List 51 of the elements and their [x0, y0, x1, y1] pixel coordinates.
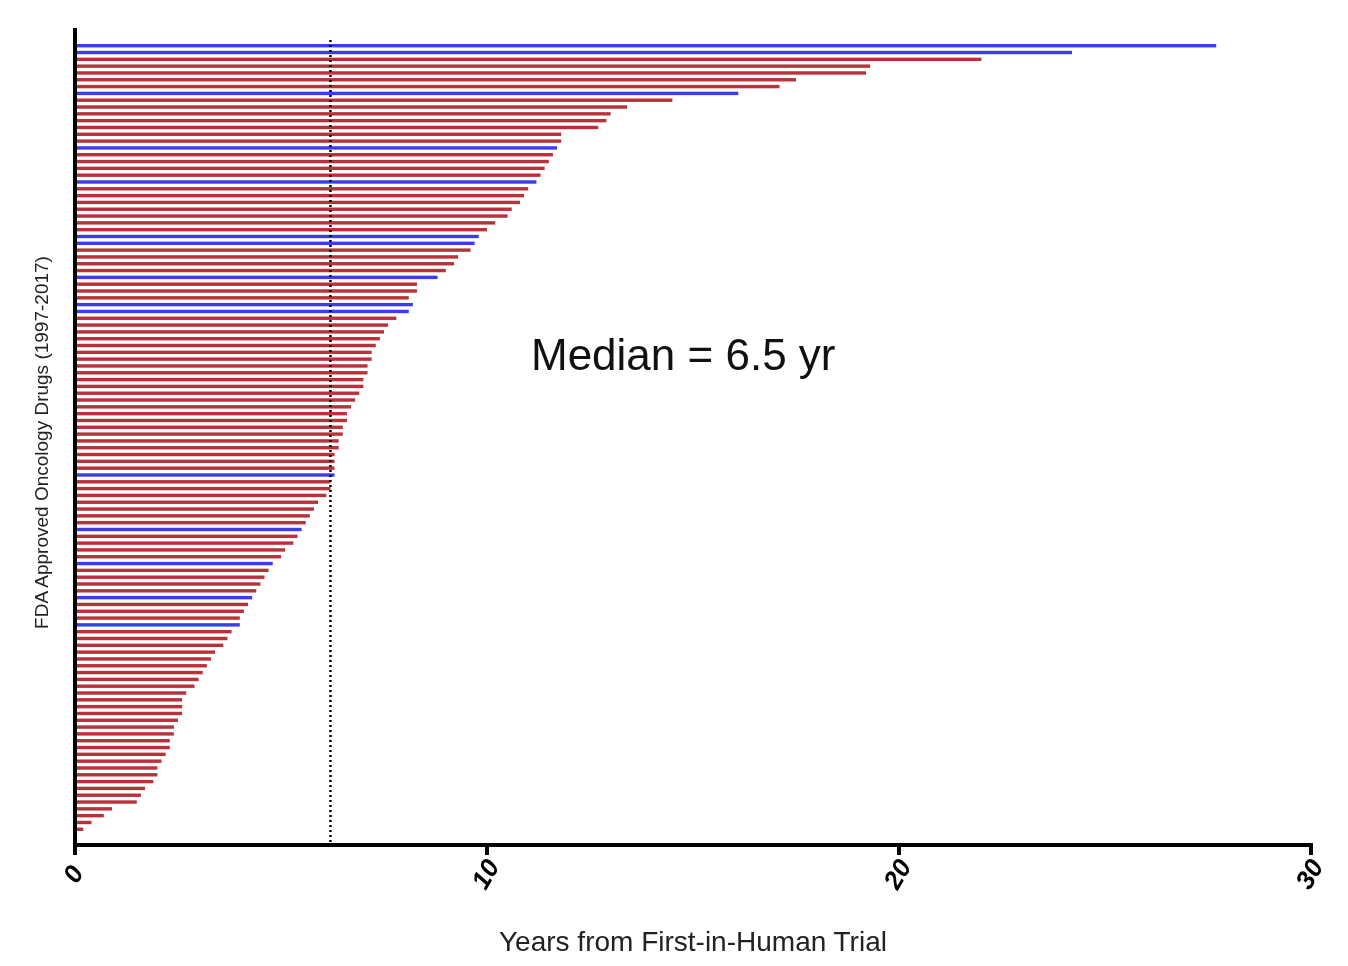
bar [75, 289, 417, 293]
bar [75, 405, 352, 409]
bar [75, 589, 257, 593]
bar [75, 398, 356, 402]
bar [75, 657, 211, 661]
bar [75, 112, 611, 116]
x-axis-title: Years from First-in-Human Trial [499, 926, 887, 957]
bar [75, 146, 558, 150]
bar [75, 221, 496, 225]
bar [75, 514, 310, 518]
bar [75, 330, 384, 334]
bar [75, 575, 265, 579]
bar [75, 282, 417, 286]
x-tick-label: 20 [876, 853, 918, 895]
bar [75, 541, 294, 545]
bar [75, 725, 174, 729]
bar [75, 691, 187, 695]
bar [75, 650, 216, 654]
x-tick-label: 10 [464, 853, 506, 894]
bar [75, 616, 240, 620]
bar [75, 698, 183, 702]
bar [75, 766, 158, 770]
bar [75, 507, 314, 511]
bar [75, 248, 471, 252]
annotation: Median = 6.5 yr [531, 330, 836, 379]
bar [75, 64, 871, 68]
y-axis-title: FDA Approved Oncology Drugs (1997-2017) [31, 256, 52, 629]
bar [75, 807, 113, 811]
bar [75, 364, 368, 368]
bar [75, 473, 335, 477]
x-tick-label: 30 [1288, 853, 1330, 894]
bar [75, 255, 459, 259]
bar [75, 323, 389, 327]
bar [75, 105, 628, 109]
bar [75, 582, 261, 586]
bar [75, 732, 174, 736]
bar [75, 214, 508, 218]
bar [75, 173, 541, 177]
bar [75, 466, 335, 470]
bar [75, 139, 562, 143]
bar [75, 296, 409, 300]
bar [75, 432, 343, 436]
x-tick-label: 0 [56, 859, 91, 888]
bar [75, 180, 537, 184]
bar [75, 439, 339, 443]
bar [75, 759, 162, 763]
bar [75, 800, 137, 804]
bar [75, 548, 286, 552]
bar [75, 71, 867, 75]
bar [75, 357, 372, 361]
bar [75, 623, 240, 627]
